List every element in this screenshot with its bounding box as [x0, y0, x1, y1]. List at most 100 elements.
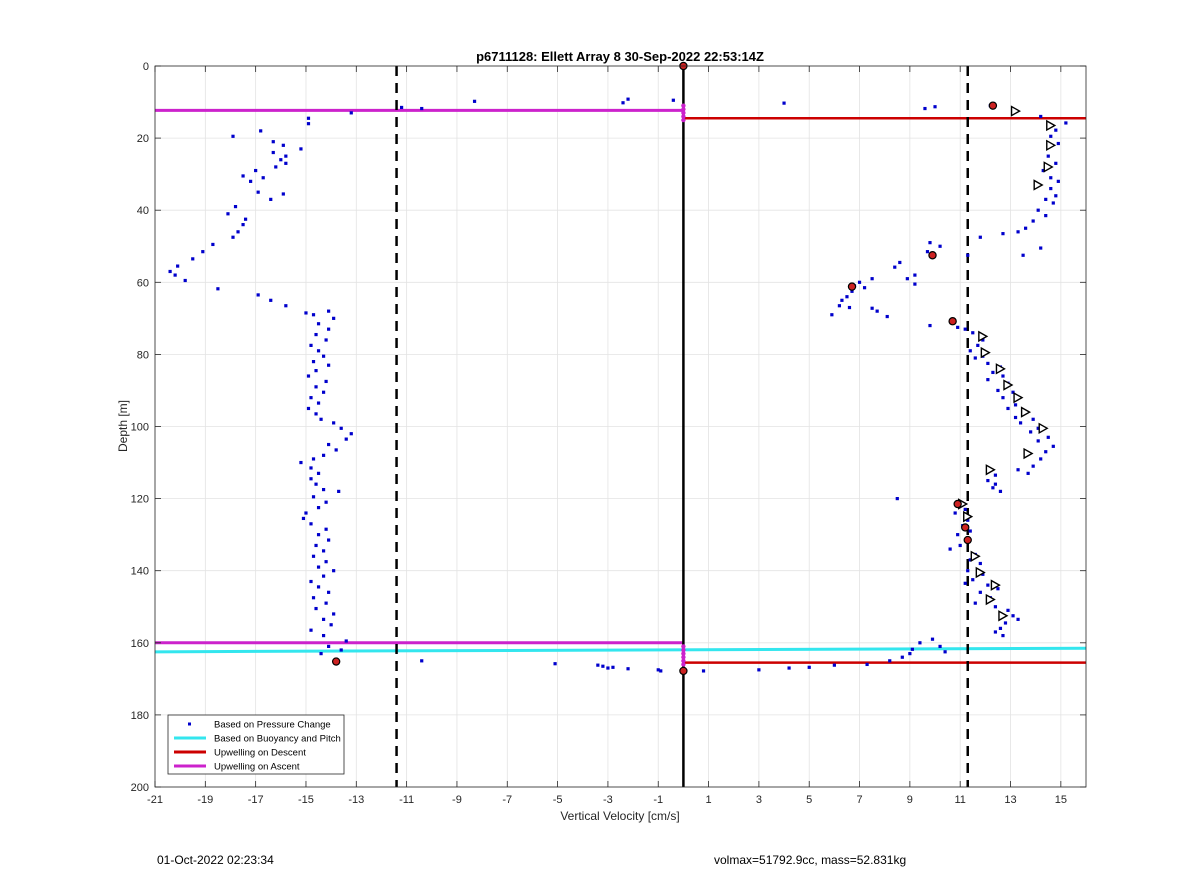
x-tick-label: 1 [706, 794, 712, 806]
pressure-point [865, 662, 869, 667]
pressure-point [306, 406, 311, 411]
ascent-zero-dot [681, 658, 686, 664]
y-tick-label: 180 [131, 710, 149, 722]
pressure-point [279, 158, 283, 162]
pressure-point [256, 190, 260, 194]
triangle-marker [978, 330, 989, 343]
pressure-point [301, 516, 306, 521]
pressure-point [329, 623, 333, 627]
footer-volmass: volmax=51792.9cc, mass=52.831kg [714, 853, 907, 867]
pressure-point [1049, 134, 1053, 138]
pressure-point [327, 590, 331, 594]
pressure-point [314, 369, 318, 373]
pressure-point [968, 529, 972, 533]
pressure-point [311, 495, 316, 499]
pressure-point [1006, 406, 1010, 411]
pressure-point [958, 543, 962, 548]
ascent-zero-dot [681, 647, 686, 653]
pressure-point [900, 655, 904, 659]
red-marker [953, 499, 962, 509]
pressure-point [626, 667, 630, 671]
pressure-point [938, 644, 942, 649]
pressure-point [596, 663, 600, 667]
pressure-point [173, 273, 177, 277]
pressure-point [996, 587, 1000, 591]
pressure-point [621, 101, 625, 105]
y-tick-label: 160 [131, 638, 149, 650]
pressure-point [309, 343, 313, 347]
pressure-point [324, 601, 328, 605]
pressure-point [971, 331, 975, 335]
pressure-point [1031, 464, 1035, 468]
pressure-point [966, 253, 970, 257]
pressure-point [332, 316, 336, 320]
pressure-point [943, 650, 947, 654]
pressure-point [321, 633, 326, 638]
pressure-point [1056, 141, 1060, 146]
pressure-point [893, 265, 897, 269]
legend-label: Based on Buoyancy and Pitch [214, 734, 341, 745]
pressure-point [339, 648, 343, 652]
pressure-point [327, 442, 331, 447]
pressure-point [168, 269, 172, 274]
x-tick-label: -19 [197, 794, 213, 806]
pressure-point [956, 325, 960, 329]
pressure-point [316, 471, 321, 475]
pressure-point [243, 217, 248, 221]
footer-timestamp: 01-Oct-2022 02:23:34 [157, 853, 274, 867]
pressure-point [271, 150, 275, 155]
pressure-point [993, 605, 998, 609]
y-tick-label: 140 [131, 566, 149, 578]
pressure-point [241, 174, 245, 178]
pressure-point [304, 311, 308, 315]
triangle-marker [1023, 447, 1034, 460]
pressure-point [986, 478, 990, 483]
pressure-point [1001, 374, 1005, 378]
pressure-point [981, 572, 985, 576]
pressure-point [339, 426, 343, 430]
pressure-point [1036, 439, 1040, 443]
pressure-point [327, 327, 331, 331]
pressure-point [998, 489, 1003, 493]
pressure-point [928, 241, 932, 245]
pressure-point [327, 644, 331, 649]
y-tick-label: 0 [143, 61, 149, 73]
x-tick-label: 3 [756, 794, 762, 806]
x-tick-label: -13 [348, 794, 364, 806]
pressure-point [324, 527, 328, 531]
pressure-point [319, 652, 323, 656]
ascent-zero-dot [681, 655, 686, 660]
pressure-point [1041, 168, 1045, 173]
ascent-zero-dot [681, 651, 686, 656]
pressure-point [1006, 608, 1010, 612]
pressure-point [254, 168, 258, 173]
triangle-marker [1043, 161, 1054, 173]
y-tick-label: 80 [137, 349, 149, 361]
pressure-point [898, 260, 902, 265]
pressure-point [1039, 114, 1043, 119]
x-tick-label: -1 [653, 794, 663, 806]
pressure-point [1016, 468, 1020, 472]
pressure-point [349, 111, 353, 115]
pressure-point [918, 641, 922, 645]
triangle-marker [1020, 406, 1032, 418]
pressure-point [269, 298, 273, 302]
pressure-point [930, 637, 935, 641]
triangle-marker [1010, 105, 1021, 117]
pressure-point [1044, 197, 1048, 201]
legend-label: Based on Pressure Change [214, 720, 331, 731]
ascent-zero-dot [681, 107, 686, 112]
pressure-point [299, 147, 303, 151]
y-tick-label: 20 [137, 133, 149, 145]
pressure-point [261, 176, 265, 180]
pressure-point [226, 212, 230, 216]
pressure-point [311, 457, 316, 461]
buoyancy-pitch-line [154, 646, 1087, 654]
pressure-point [978, 235, 982, 239]
x-axis-label: Vertical Velocity [cm/s] [560, 809, 679, 823]
pressure-point [321, 453, 326, 457]
pressure-point [888, 659, 892, 663]
pressure-point [1016, 230, 1020, 234]
y-tick-label: 100 [131, 422, 149, 434]
